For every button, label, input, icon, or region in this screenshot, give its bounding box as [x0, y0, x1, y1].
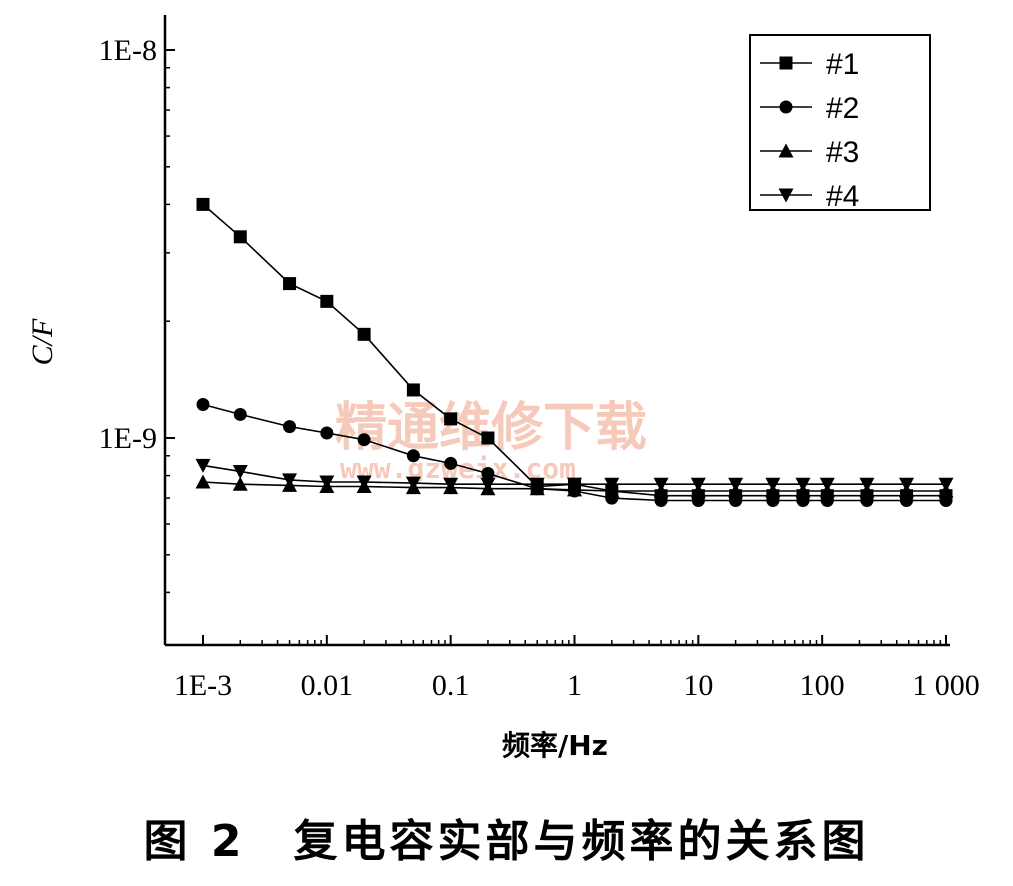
data-point [320, 426, 334, 440]
data-point [529, 477, 545, 492]
x-tick-label: 0.01 [301, 669, 354, 702]
data-point [899, 477, 915, 492]
data-point [405, 476, 421, 491]
data-point [690, 477, 706, 492]
legend-label: #4 [826, 180, 859, 213]
legend-marker [779, 56, 793, 70]
data-point [938, 477, 954, 492]
data-point [282, 473, 298, 488]
data-point [283, 420, 297, 434]
x-tick-label: 100 [800, 669, 845, 702]
data-point [444, 412, 458, 426]
data-point [567, 477, 582, 492]
data-point [196, 397, 210, 411]
watermark-line1: 精通维修下载 [335, 398, 647, 458]
data-point [795, 477, 811, 492]
x-axis-title: 频率/Hz [502, 729, 608, 762]
series-line [202, 481, 946, 492]
legend-marker [778, 188, 794, 203]
data-point [728, 477, 744, 492]
data-point [232, 464, 248, 479]
data-point [195, 474, 211, 489]
data-point [319, 475, 335, 490]
data-point [233, 230, 247, 244]
series-line [202, 464, 946, 486]
data-point [819, 477, 835, 492]
data-point [481, 431, 495, 445]
data-point [444, 456, 458, 470]
data-point [604, 477, 620, 492]
legend-label: #2 [826, 92, 859, 125]
legend-label: #3 [826, 136, 859, 169]
data-point [653, 477, 669, 492]
data-point [481, 467, 495, 481]
data-point [406, 449, 420, 463]
data-point [357, 327, 371, 341]
legend: #1 #2 #3 #4 [749, 34, 931, 213]
data-point [356, 475, 372, 490]
data-point [233, 407, 247, 421]
data-point [196, 197, 210, 211]
x-tick-label: 1 000 [912, 669, 980, 702]
figure-caption: 图 2 复电容实部与频率的关系图 [143, 816, 870, 867]
data-point [357, 433, 371, 447]
data-point [859, 477, 875, 492]
data-point [443, 477, 459, 492]
series-4 [195, 458, 954, 492]
x-tick-label: 1 [567, 669, 582, 702]
legend-marker [779, 100, 793, 114]
data-point [320, 294, 334, 308]
data-point [480, 477, 496, 492]
y-tick-label: 1E-8 [99, 34, 157, 67]
data-point [283, 277, 297, 291]
x-tick-label: 1E-3 [174, 669, 232, 702]
legend-marker [778, 143, 794, 158]
series-layer [195, 197, 954, 508]
y-tick-label: 1E-9 [99, 422, 157, 455]
y-axis-title: C/F [26, 318, 59, 365]
data-point [406, 383, 420, 397]
x-tick-label: 10 [683, 669, 713, 702]
axes-layer: 1E-3 0.01 0.1 1 10 100 1 000 1E-9 1E-8 [99, 15, 980, 702]
data-point [232, 476, 248, 491]
data-point [195, 458, 211, 473]
data-point [765, 477, 781, 492]
legend-label: #1 [826, 48, 859, 81]
x-tick-label: 0.1 [432, 669, 470, 702]
